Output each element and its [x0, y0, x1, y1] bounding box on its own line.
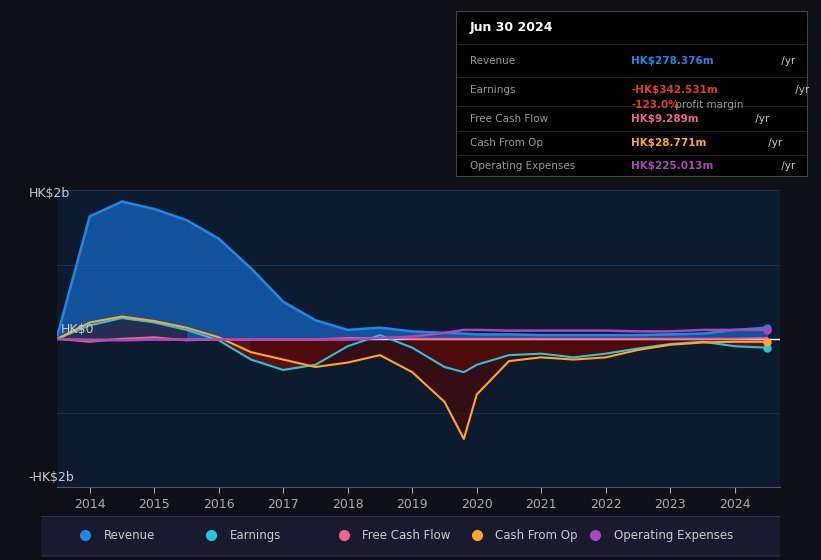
- Text: Free Cash Flow: Free Cash Flow: [470, 114, 548, 124]
- Text: Cash From Op: Cash From Op: [496, 529, 578, 542]
- Text: /yr: /yr: [778, 56, 796, 66]
- Text: Operating Expenses: Operating Expenses: [470, 161, 575, 171]
- Text: HK$28.771m: HK$28.771m: [631, 138, 707, 148]
- Text: -123.0%: -123.0%: [631, 100, 679, 110]
- Text: Cash From Op: Cash From Op: [470, 138, 543, 148]
- Text: -HK$342.531m: -HK$342.531m: [631, 86, 718, 96]
- Text: /yr: /yr: [751, 114, 768, 124]
- Text: -HK$2b: -HK$2b: [29, 470, 75, 484]
- Text: Earnings: Earnings: [470, 86, 516, 96]
- Text: HK$225.013m: HK$225.013m: [631, 161, 713, 171]
- Text: profit margin: profit margin: [672, 100, 743, 110]
- Text: HK$0: HK$0: [61, 323, 94, 336]
- Text: Revenue: Revenue: [470, 56, 515, 66]
- FancyBboxPatch shape: [26, 516, 795, 556]
- Text: Revenue: Revenue: [103, 529, 155, 542]
- Text: /yr: /yr: [778, 161, 796, 171]
- Text: /yr: /yr: [791, 86, 809, 96]
- Text: HK$2b: HK$2b: [29, 186, 70, 200]
- Text: HK$278.376m: HK$278.376m: [631, 56, 714, 66]
- Text: HK$9.289m: HK$9.289m: [631, 114, 699, 124]
- Text: Operating Expenses: Operating Expenses: [613, 529, 733, 542]
- Text: Earnings: Earnings: [230, 529, 281, 542]
- Text: /yr: /yr: [765, 138, 782, 148]
- Text: Free Cash Flow: Free Cash Flow: [363, 529, 451, 542]
- Text: Jun 30 2024: Jun 30 2024: [470, 21, 553, 34]
